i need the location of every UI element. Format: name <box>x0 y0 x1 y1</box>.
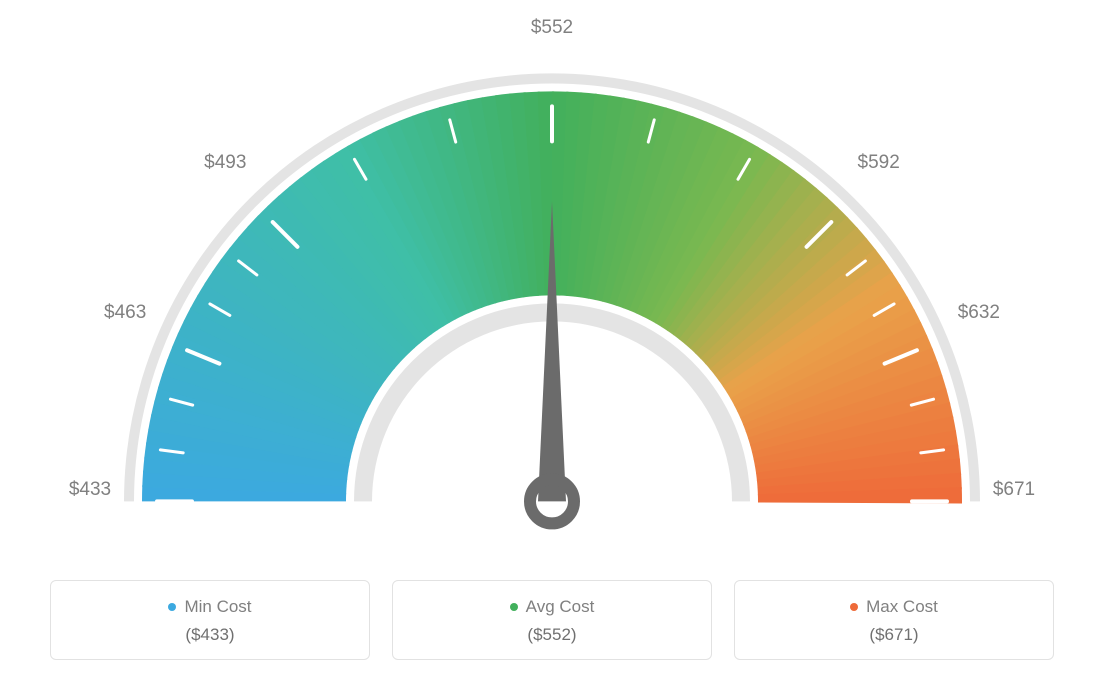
gauge-chart: $433 $463 $493 $552 $592 $632 $671 <box>0 0 1104 570</box>
legend-card-min: Min Cost ($433) <box>50 580 370 660</box>
legend-title-avg: Avg Cost <box>510 597 595 617</box>
legend-label: Min Cost <box>184 597 251 617</box>
gauge-tick-label: $463 <box>104 302 146 324</box>
gauge-tick-label: $433 <box>69 479 111 501</box>
gauge-tick-label: $552 <box>531 17 573 39</box>
legend-value: ($433) <box>61 625 359 645</box>
dot-icon <box>510 603 518 611</box>
legend-value: ($671) <box>745 625 1043 645</box>
legend-label: Avg Cost <box>526 597 595 617</box>
legend-label: Max Cost <box>866 597 938 617</box>
gauge-tick-label: $592 <box>858 152 900 174</box>
gauge-tick-label: $671 <box>993 479 1035 501</box>
gauge-tick-label: $493 <box>204 152 246 174</box>
gauge-svg <box>0 11 1104 581</box>
gauge-tick-label: $632 <box>958 302 1000 324</box>
legend-title-min: Min Cost <box>168 597 251 617</box>
legend-title-max: Max Cost <box>850 597 938 617</box>
dot-icon <box>850 603 858 611</box>
legend-card-avg: Avg Cost ($552) <box>392 580 712 660</box>
legend-row: Min Cost ($433) Avg Cost ($552) Max Cost… <box>50 580 1054 660</box>
legend-value: ($552) <box>403 625 701 645</box>
legend-card-max: Max Cost ($671) <box>734 580 1054 660</box>
dot-icon <box>168 603 176 611</box>
